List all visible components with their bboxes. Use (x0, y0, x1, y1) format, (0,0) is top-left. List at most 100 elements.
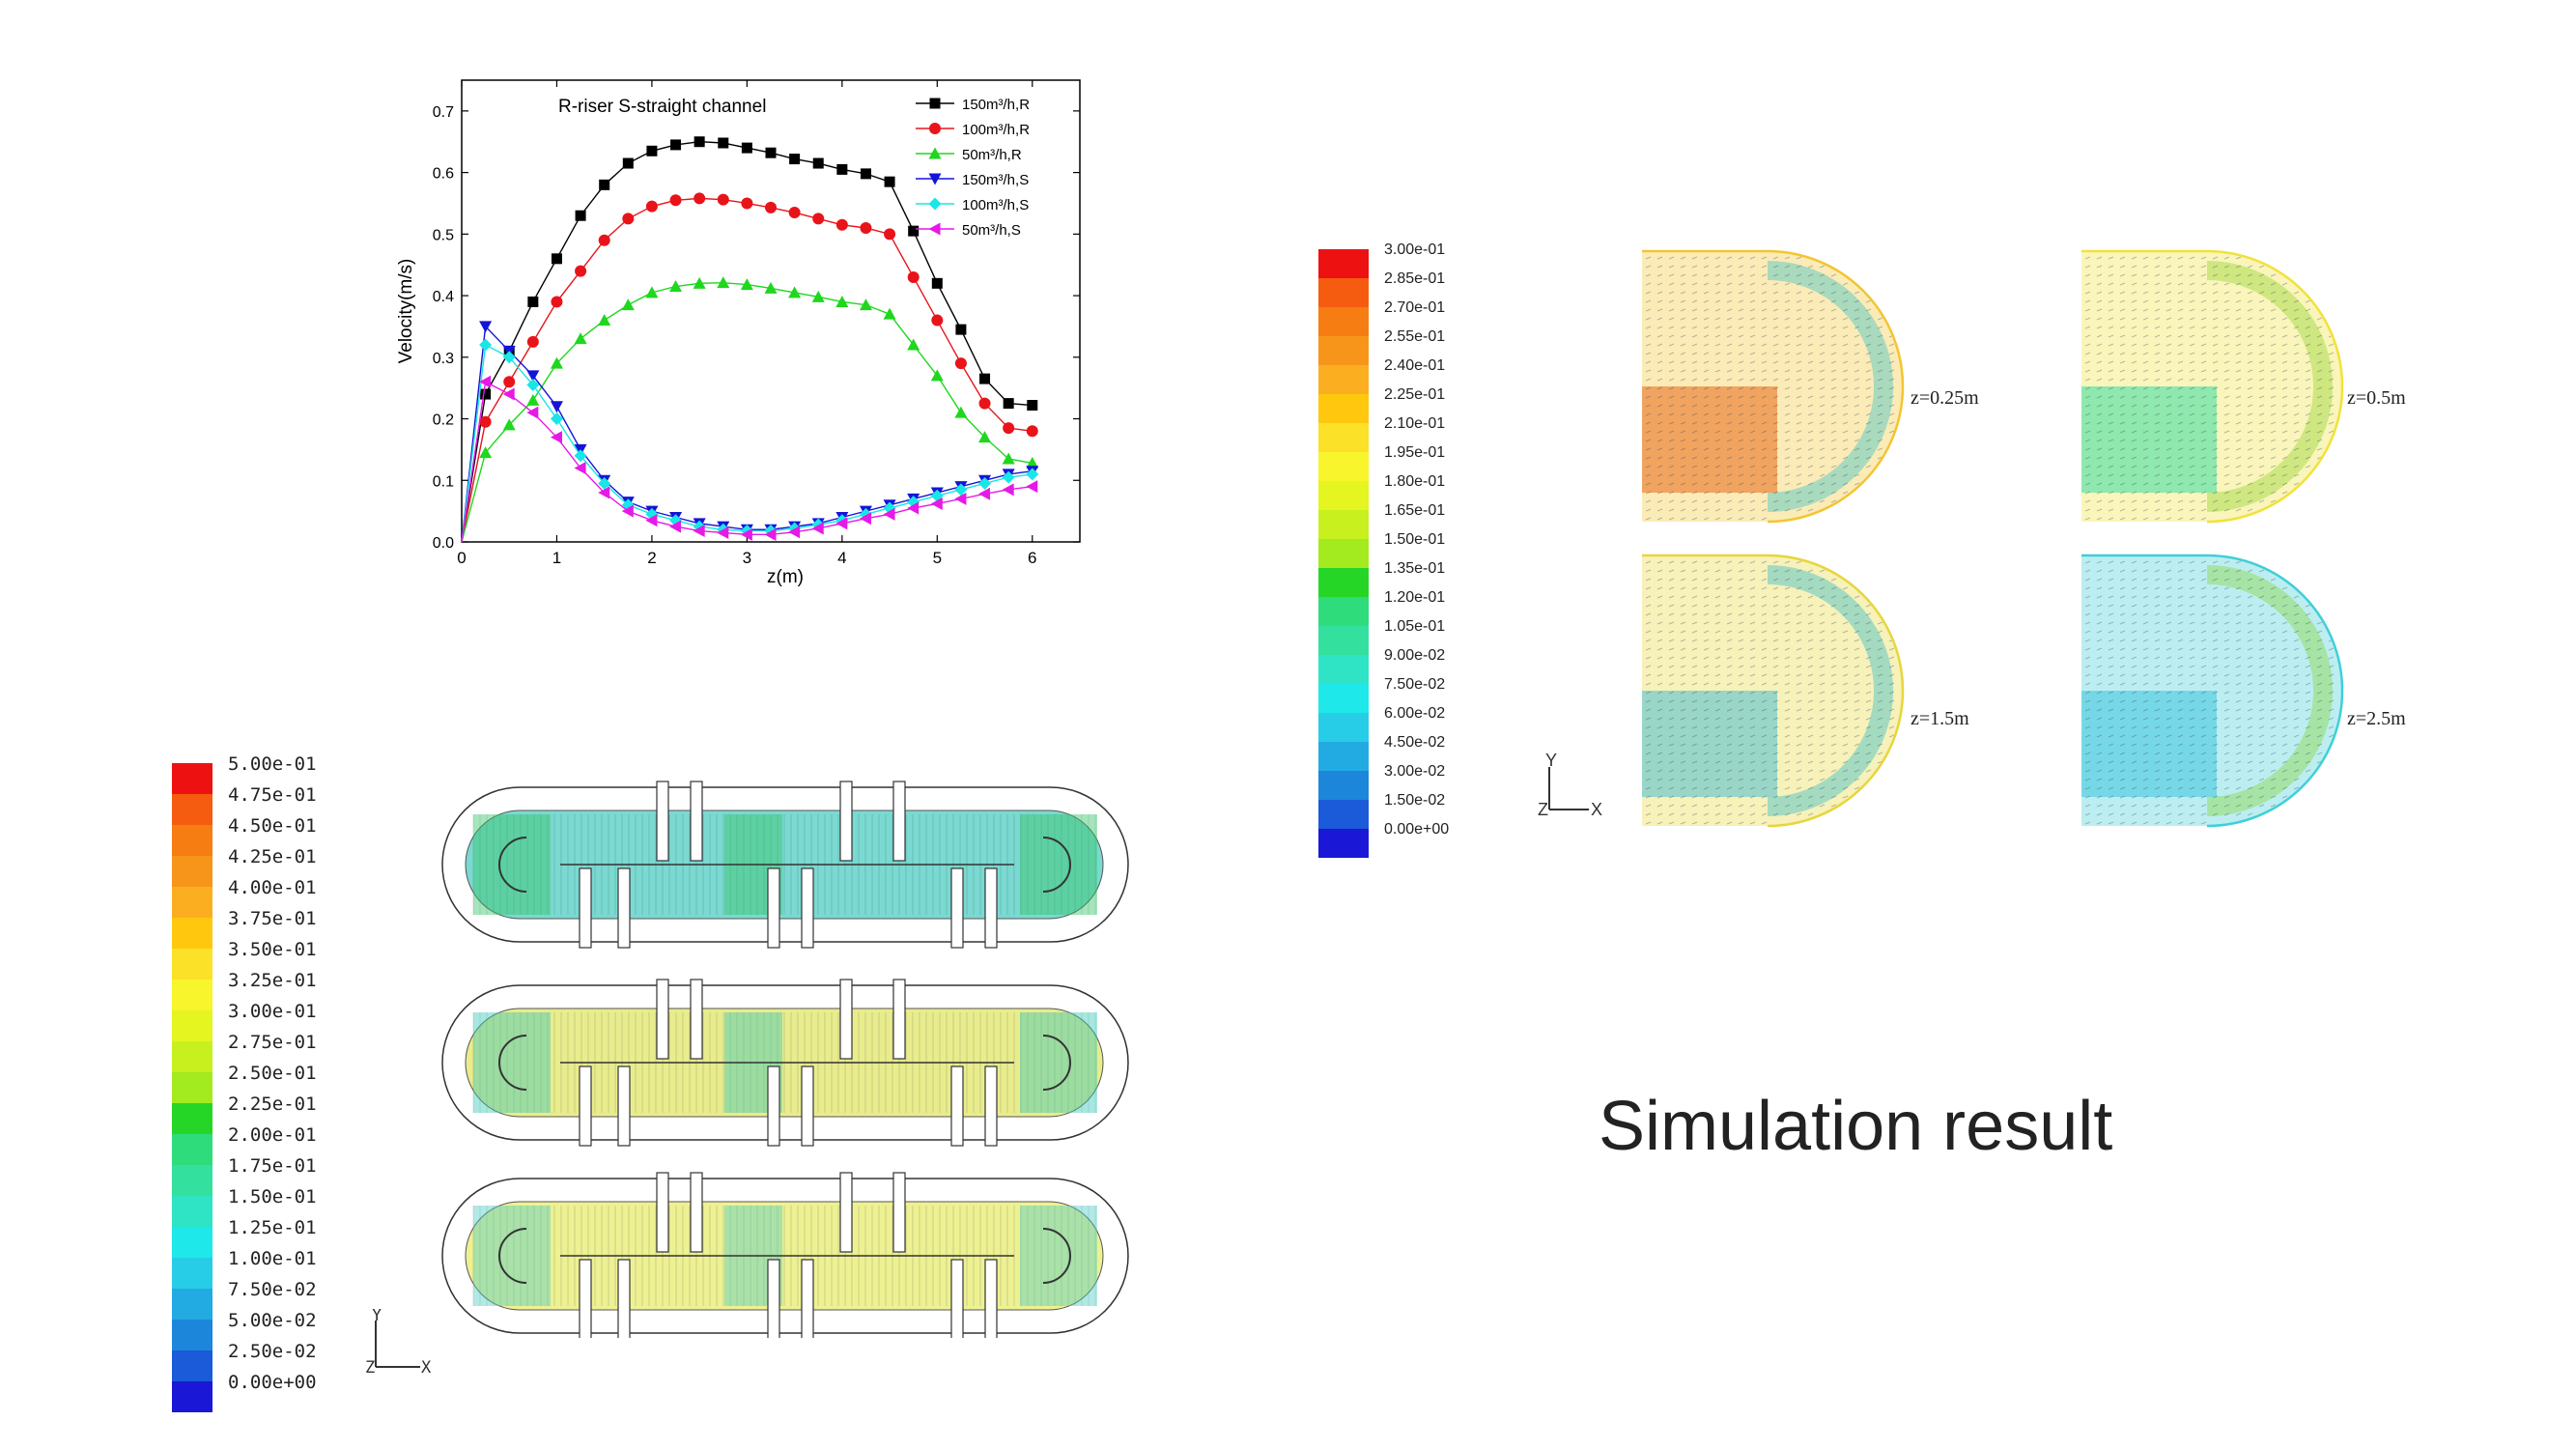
colorbar-label: 1.35e-01 (1384, 560, 1446, 577)
colorbar-label: 1.50e-02 (1384, 792, 1446, 809)
legend-label: 50m³/h,R (962, 147, 1022, 163)
colorbar-label: 1.95e-01 (1384, 444, 1446, 461)
data-point (479, 446, 493, 459)
colorbar-swatch (172, 1165, 212, 1196)
data-point (812, 157, 824, 169)
data-point (479, 338, 493, 352)
data-point (551, 296, 563, 308)
colorbar-swatch (172, 1289, 212, 1320)
colorbar-label: 2.25e-01 (1384, 386, 1446, 403)
triad-z-label: Z (365, 1358, 375, 1378)
data-point (694, 136, 705, 148)
colorbar-label: 0.00e+00 (228, 1372, 317, 1393)
data-point (717, 276, 730, 289)
data-point (978, 431, 992, 443)
data-point (598, 486, 610, 499)
colorbar-label: 2.50e-02 (228, 1341, 317, 1362)
x-tick-label: 5 (933, 549, 942, 567)
data-point (836, 163, 848, 175)
colorbar-swatch (172, 856, 212, 887)
slide-caption: Simulation result (1599, 1088, 2113, 1165)
channel-plot-1 (441, 979, 1129, 1147)
colorbar-label: 2.00e-01 (228, 1124, 317, 1146)
chart-legend: 150m³/h,R 100m³/h,R 50m³/h,R 150m³/h,S 100m³… (916, 97, 1030, 239)
colorbar-label: 7.50e-02 (1384, 676, 1446, 693)
legend-marker (928, 197, 942, 211)
data-point (931, 314, 944, 327)
colorbar-swatch (1318, 452, 1369, 481)
colorbar-label: 6.00e-02 (1384, 705, 1446, 722)
data-point (859, 298, 872, 311)
data-point (860, 168, 871, 180)
legend-marker (928, 147, 942, 159)
data-point (645, 286, 659, 298)
data-point (931, 277, 943, 289)
y-tick-label: 0.1 (433, 473, 454, 490)
data-point (907, 496, 920, 509)
data-point (550, 412, 563, 426)
colorbar-swatch (172, 1227, 212, 1258)
colorbar-label: 2.85e-01 (1384, 270, 1446, 287)
data-point (694, 192, 706, 205)
legend-label: 150m³/h,R (962, 97, 1030, 113)
data-point (788, 286, 802, 298)
colorbar-label: 7.50e-02 (228, 1279, 317, 1300)
data-point (479, 375, 492, 388)
data-point (788, 526, 801, 539)
data-point (503, 376, 516, 388)
colorbar-label: 5.00e-01 (228, 753, 317, 775)
colorbar-label: 4.75e-01 (228, 784, 317, 806)
data-point (527, 296, 539, 307)
colorbar-label: 2.25e-01 (228, 1094, 317, 1115)
colorbar-label: 1.50e-01 (1384, 531, 1446, 548)
data-point (1026, 425, 1038, 438)
y-axis-label: Velocity(m/s) (396, 259, 416, 364)
colorbar-swatch (172, 1103, 212, 1134)
data-point (835, 295, 849, 307)
colorbar-label: 2.75e-01 (228, 1032, 317, 1053)
colorbar-label: 1.25e-01 (228, 1217, 317, 1238)
data-point (812, 213, 825, 225)
colorbar-label: 0.00e+00 (1384, 821, 1450, 838)
section-plot-3: z=2.5m (2081, 554, 2406, 828)
data-point (765, 201, 777, 213)
data-point (1026, 468, 1039, 481)
data-point (669, 280, 683, 293)
data-point (811, 522, 824, 535)
y-tick-label: 0.3 (433, 351, 454, 367)
colorbar-swatch (172, 794, 212, 825)
data-point (693, 276, 706, 289)
data-point (646, 145, 658, 156)
data-point (1003, 422, 1015, 435)
x-tick-label: 4 (837, 549, 846, 567)
channel-vector-plots (441, 781, 1129, 1338)
colorbar-label: 2.10e-01 (1384, 415, 1446, 432)
colorbar-label: 3.00e-01 (228, 1001, 317, 1022)
legend-label: 100m³/h,R (962, 122, 1030, 138)
colorbar-swatch (1318, 800, 1369, 829)
y-tick-label: 0.6 (433, 166, 454, 183)
colorbar-swatch (172, 1381, 212, 1412)
data-point (978, 397, 991, 410)
colorbar-swatch (172, 918, 212, 949)
data-point (860, 221, 872, 234)
data-point (740, 527, 752, 541)
colorbar-swatch (172, 949, 212, 980)
section-plot-1: z=0.5m (2081, 249, 2406, 524)
colorbar-left: 5.00e-01 4.75e-01 4.50e-01 4.25e-01 4.00e-01… (172, 755, 384, 1412)
data-point (574, 449, 587, 463)
y-tick-label: 0.5 (433, 227, 454, 243)
triad-y-label: Y (372, 1309, 382, 1325)
data-point (599, 179, 610, 190)
x-tick-label: 3 (743, 549, 751, 567)
colorbar-label: 4.50e-02 (1384, 734, 1446, 751)
data-point (835, 218, 848, 231)
colorbar-swatch (172, 1010, 212, 1041)
colorbar-swatch (172, 825, 212, 856)
data-point (1003, 398, 1014, 410)
legend-label: 50m³/h,S (962, 222, 1021, 239)
plot-frame (461, 79, 1081, 543)
colorbar-label: 4.25e-01 (228, 846, 317, 867)
colorbar-label: 2.55e-01 (1384, 328, 1446, 345)
legend-label: 100m³/h,S (962, 197, 1029, 213)
